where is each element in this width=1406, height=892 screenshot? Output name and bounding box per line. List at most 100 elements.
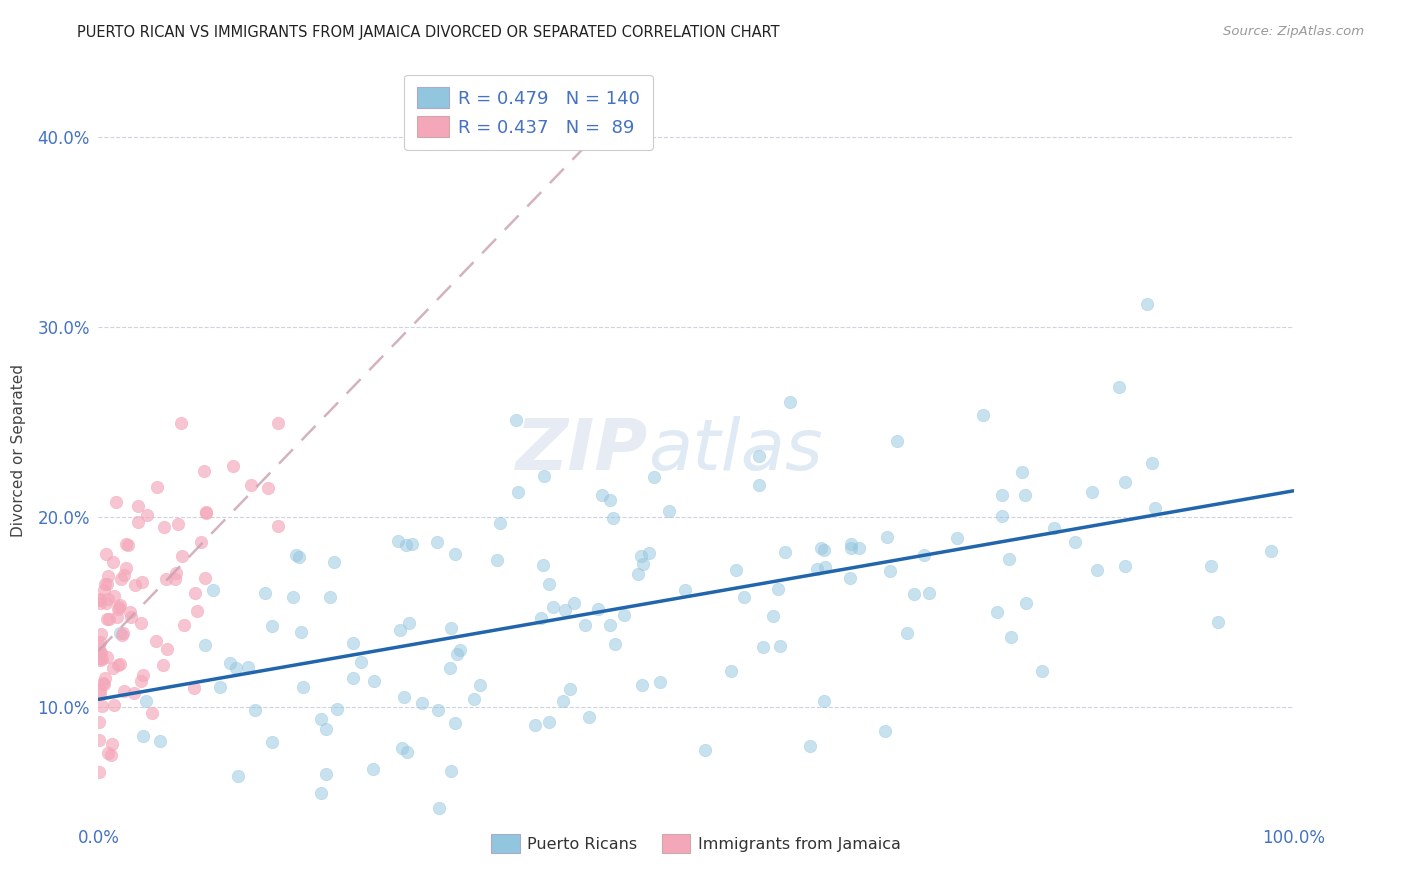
- Point: [309, 787, 332, 801]
- Point: [1064, 534, 1087, 549]
- Point: [202, 582, 225, 597]
- Point: [1208, 615, 1230, 629]
- Point: [524, 717, 547, 731]
- Legend: Puerto Ricans, Immigrants from Jamaica: Puerto Ricans, Immigrants from Jamaica: [482, 826, 910, 861]
- Point: [875, 724, 897, 739]
- Point: [588, 602, 610, 616]
- Point: [876, 530, 898, 544]
- Point: [342, 671, 364, 685]
- Point: [599, 493, 621, 508]
- Point: [401, 537, 423, 551]
- Point: [673, 583, 696, 598]
- Point: [194, 638, 217, 652]
- Point: [558, 681, 581, 696]
- Point: [603, 637, 626, 651]
- Point: [533, 468, 555, 483]
- Point: [562, 596, 585, 610]
- Point: [1199, 558, 1222, 573]
- Point: [87, 593, 110, 607]
- Point: [896, 625, 918, 640]
- Point: [93, 583, 115, 598]
- Point: [1114, 475, 1136, 489]
- Point: [260, 618, 283, 632]
- Point: [132, 729, 155, 743]
- Point: [311, 713, 333, 727]
- Point: [1031, 664, 1053, 678]
- Point: [574, 617, 596, 632]
- Point: [96, 650, 118, 665]
- Point: [748, 449, 770, 463]
- Point: [972, 409, 994, 423]
- Point: [810, 541, 832, 555]
- Point: [599, 618, 621, 632]
- Point: [145, 633, 167, 648]
- Point: [222, 459, 245, 474]
- Point: [127, 515, 149, 529]
- Point: [100, 748, 122, 763]
- Point: [591, 488, 613, 502]
- Point: [89, 687, 111, 701]
- Point: [1085, 563, 1108, 577]
- Point: [193, 464, 215, 478]
- Point: [89, 635, 111, 649]
- Point: [991, 509, 1014, 524]
- Text: ZIP: ZIP: [516, 416, 648, 485]
- Point: [643, 470, 665, 484]
- Point: [98, 612, 121, 626]
- Point: [122, 686, 145, 700]
- Point: [396, 746, 419, 760]
- Point: [89, 714, 111, 729]
- Point: [752, 640, 775, 654]
- Point: [449, 643, 471, 657]
- Point: [350, 655, 373, 669]
- Point: [96, 612, 118, 626]
- Point: [291, 680, 314, 694]
- Point: [114, 536, 136, 550]
- Point: [1000, 630, 1022, 644]
- Point: [226, 769, 249, 783]
- Point: [107, 602, 129, 616]
- Point: [96, 596, 118, 610]
- Point: [132, 668, 155, 682]
- Point: [554, 603, 576, 617]
- Point: [287, 549, 309, 564]
- Point: [886, 434, 908, 449]
- Y-axis label: Divorced or Separated: Divorced or Separated: [11, 364, 27, 537]
- Point: [89, 645, 111, 659]
- Point: [1043, 521, 1066, 535]
- Point: [1144, 501, 1167, 516]
- Point: [363, 674, 385, 689]
- Point: [912, 548, 935, 562]
- Point: [108, 657, 131, 671]
- Point: [87, 732, 110, 747]
- Text: PUERTO RICAN VS IMMIGRANTS FROM JAMAICA DIVORCED OR SEPARATED CORRELATION CHART: PUERTO RICAN VS IMMIGRANTS FROM JAMAICA …: [77, 25, 780, 40]
- Point: [91, 675, 114, 690]
- Point: [537, 714, 560, 729]
- Point: [1014, 488, 1036, 502]
- Point: [426, 534, 449, 549]
- Point: [631, 557, 654, 571]
- Point: [114, 560, 136, 574]
- Point: [89, 639, 111, 653]
- Point: [748, 478, 770, 492]
- Point: [342, 636, 364, 650]
- Point: [724, 563, 747, 577]
- Point: [111, 628, 134, 642]
- Point: [463, 691, 485, 706]
- Point: [103, 698, 125, 712]
- Point: [117, 538, 139, 552]
- Point: [315, 767, 337, 781]
- Text: atlas: atlas: [648, 416, 823, 485]
- Point: [97, 569, 120, 583]
- Point: [468, 678, 491, 692]
- Point: [541, 600, 564, 615]
- Point: [281, 590, 304, 604]
- Point: [103, 589, 125, 603]
- Point: [773, 545, 796, 559]
- Point: [637, 546, 659, 560]
- Point: [395, 538, 418, 552]
- Point: [131, 616, 153, 631]
- Point: [799, 739, 821, 753]
- Point: [163, 572, 186, 586]
- Point: [194, 571, 217, 585]
